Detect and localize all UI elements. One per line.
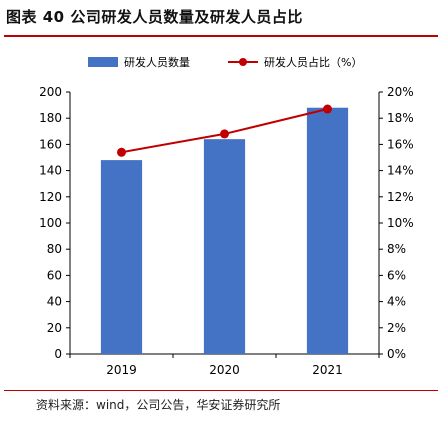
- x-tick-label: 2021: [312, 363, 343, 377]
- left-tick-label: 80: [47, 242, 62, 256]
- legend: 研发人员数量 研发人员占比（%）: [88, 55, 362, 69]
- source-rule: [4, 390, 438, 391]
- right-tick-label: 16%: [387, 137, 414, 151]
- right-tick-label: 4%: [387, 295, 406, 309]
- legend-swatch-bar: [88, 57, 118, 67]
- right-tick-label: 12%: [387, 190, 414, 204]
- left-tick-label: 100: [39, 216, 62, 230]
- title-rule: [4, 35, 438, 37]
- left-tick-label: 40: [47, 295, 62, 309]
- right-tick-label: 10%: [387, 216, 414, 230]
- line-point: [323, 104, 332, 114]
- left-tick-label: 160: [39, 137, 62, 151]
- line-point: [220, 129, 229, 139]
- line-point: [117, 147, 126, 157]
- right-tick-label: 0%: [387, 347, 406, 361]
- right-tick-label: 6%: [387, 268, 406, 282]
- bar: [306, 107, 349, 354]
- left-tick-label: 20: [47, 321, 62, 335]
- ratio-line: [117, 104, 332, 157]
- legend-label-line: 研发人员占比（%）: [264, 55, 362, 69]
- left-tick-label: 0: [54, 347, 62, 361]
- right-tick-label: 2%: [387, 321, 406, 335]
- figure-title: 图表 40 公司研发人员数量及研发人员占比: [6, 8, 303, 26]
- right-tick-label: 8%: [387, 242, 406, 256]
- left-tick-label: 140: [39, 164, 62, 178]
- legend-marker-line: [239, 58, 247, 66]
- left-tick-label: 120: [39, 190, 62, 204]
- left-tick-label: 200: [39, 85, 62, 99]
- legend-label-bar: 研发人员数量: [124, 55, 190, 69]
- right-tick-label: 14%: [387, 164, 414, 178]
- source-note: 资料来源：wind，公司公告，华安证券研究所: [36, 398, 281, 412]
- left-tick-label: 60: [47, 268, 62, 282]
- bar: [100, 160, 143, 354]
- x-tick-label: 2019: [106, 363, 137, 377]
- right-tick-label: 20%: [387, 85, 414, 99]
- left-tick-label: 180: [39, 111, 62, 125]
- bar: [203, 139, 246, 354]
- bars: [100, 107, 349, 354]
- right-tick-label: 18%: [387, 111, 414, 125]
- x-tick-label: 2020: [209, 363, 240, 377]
